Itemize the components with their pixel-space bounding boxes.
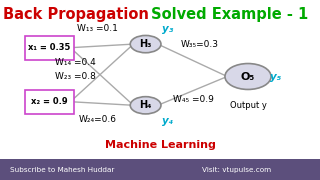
Text: Subscribe to Mahesh Huddar: Subscribe to Mahesh Huddar: [10, 167, 114, 173]
Text: Output y: Output y: [230, 101, 267, 110]
Text: x₁ = 0.35: x₁ = 0.35: [28, 43, 71, 52]
Text: H₄: H₄: [140, 100, 152, 110]
FancyBboxPatch shape: [25, 90, 74, 114]
Text: Back Propagation: Back Propagation: [3, 7, 149, 22]
Text: W₄₅ =0.9: W₄₅ =0.9: [173, 95, 214, 104]
Text: W₁₃ =0.1: W₁₃ =0.1: [77, 24, 118, 33]
Text: Machine Learning: Machine Learning: [105, 140, 215, 150]
Text: y₃: y₃: [162, 24, 174, 34]
FancyBboxPatch shape: [0, 159, 320, 180]
Text: W₁₄ =0.4: W₁₄ =0.4: [55, 58, 96, 67]
Text: y₅: y₅: [270, 71, 282, 82]
Text: Solved Example - 1: Solved Example - 1: [146, 7, 308, 22]
Text: Visit: vtupulse.com: Visit: vtupulse.com: [202, 167, 271, 173]
Text: W₂₃ =0.8: W₂₃ =0.8: [55, 72, 96, 81]
FancyBboxPatch shape: [25, 36, 74, 60]
Text: x₂ = 0.9: x₂ = 0.9: [31, 97, 68, 106]
Text: H₃: H₃: [140, 39, 152, 49]
Circle shape: [130, 35, 161, 53]
Text: y₄: y₄: [162, 116, 174, 126]
Text: O₅: O₅: [241, 71, 255, 82]
Text: W₂₄=0.6: W₂₄=0.6: [79, 115, 116, 124]
Circle shape: [130, 97, 161, 114]
Circle shape: [225, 64, 271, 89]
Text: W₃₅=0.3: W₃₅=0.3: [181, 40, 219, 49]
